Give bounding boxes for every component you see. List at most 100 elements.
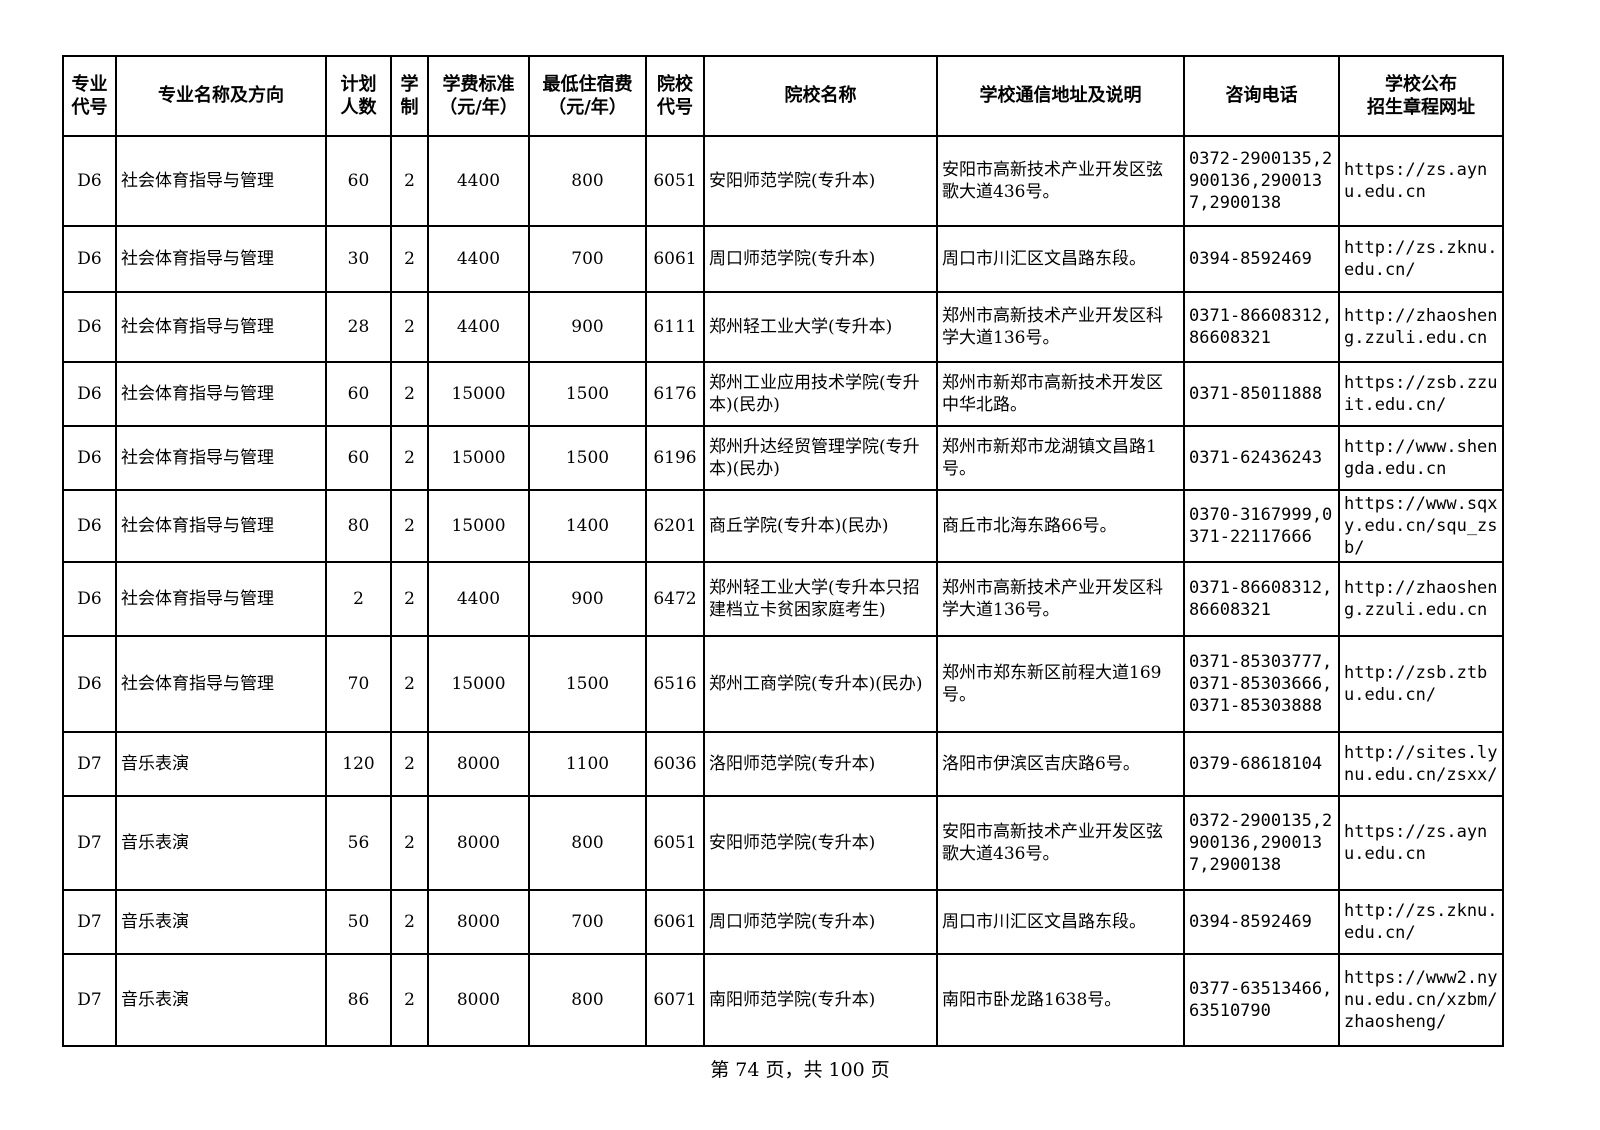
table-row: D6 社会体育指导与管理 60 2 15000 1500 6196 郑州升达经贸管理学院(专升… xyxy=(62,425,1504,491)
cell-url: http://zhaosheng.zzuli.edu.cn xyxy=(1338,291,1504,363)
table-row: D6 社会体育指导与管理 60 2 4400 800 6051 安阳师范学院(专升本) 安阳市高… xyxy=(62,135,1504,227)
column-header-major-code: 专业 代号 xyxy=(62,55,117,137)
cell-dorm-fee: 1500 xyxy=(528,361,647,427)
cell-major-name: 社会体育指导与管理 xyxy=(115,225,327,293)
cell-plan-count: 80 xyxy=(325,488,392,564)
cell-plan-count: 56 xyxy=(325,795,392,892)
cell-college-name: 郑州工商学院(专升本)(民办) xyxy=(703,635,938,734)
table-row: D6 社会体育指导与管理 80 2 15000 1400 6201 商丘学院(专升本)(民办)… xyxy=(62,488,1504,564)
cell-phone: 0372-2900135,2900136,2900137,2900138 xyxy=(1183,795,1340,892)
cell-plan-count: 28 xyxy=(325,291,392,363)
cell-major-code: D7 xyxy=(62,731,117,798)
cell-dorm-fee: 1100 xyxy=(528,731,647,798)
cell-address: 安阳市高新技术产业开发区弦歌大道436号。 xyxy=(936,795,1185,892)
cell-address: 洛阳市伊滨区吉庆路6号。 xyxy=(936,731,1185,798)
cell-college-code: 6196 xyxy=(645,425,705,491)
table-row: D7 音乐表演 50 2 8000 700 6061 周口师范学院(专升本) 周口市川汇区文昌路… xyxy=(62,889,1504,956)
cell-college-code: 6516 xyxy=(645,635,705,734)
cell-years: 2 xyxy=(390,425,429,491)
cell-major-code: D6 xyxy=(62,635,117,734)
table-row: D7 音乐表演 86 2 8000 800 6071 南阳师范学院(专升本) 南阳市卧龙路163… xyxy=(62,953,1504,1048)
cell-years: 2 xyxy=(390,361,429,427)
cell-plan-count: 60 xyxy=(325,361,392,427)
table-row: D7 音乐表演 120 2 8000 1100 6036 洛阳师范学院(专升本) 洛阳市伊滨区吉… xyxy=(62,731,1504,798)
cell-phone: 0370-3167999,0371-22117666 xyxy=(1183,488,1340,564)
cell-college-name: 安阳师范学院(专升本) xyxy=(703,795,938,892)
cell-tuition: 15000 xyxy=(427,635,530,734)
cell-major-name: 社会体育指导与管理 xyxy=(115,361,327,427)
cell-phone: 0394-8592469 xyxy=(1183,889,1340,956)
table-row: D6 社会体育指导与管理 2 2 4400 900 6472 郑州轻工业大学(专升本只招建档立… xyxy=(62,561,1504,638)
cell-address: 周口市川汇区文昌路东段。 xyxy=(936,225,1185,293)
cell-dorm-fee: 700 xyxy=(528,225,647,293)
cell-dorm-fee: 1400 xyxy=(528,488,647,564)
cell-phone: 0371-86608312,86608321 xyxy=(1183,561,1340,638)
cell-dorm-fee: 800 xyxy=(528,953,647,1048)
cell-major-code: D7 xyxy=(62,953,117,1048)
cell-major-name: 音乐表演 xyxy=(115,795,327,892)
cell-tuition: 15000 xyxy=(427,425,530,491)
cell-major-name: 社会体育指导与管理 xyxy=(115,291,327,363)
admission-plan-table: 专业 代号 专业名称及方向 计划 人数学 制学费标准 （元/年） 最低住宿费 （元/年… xyxy=(62,55,1504,1048)
cell-dorm-fee: 900 xyxy=(528,561,647,638)
column-header-study-years: 学 制 xyxy=(390,55,429,137)
cell-major-name: 音乐表演 xyxy=(115,953,327,1048)
cell-tuition: 8000 xyxy=(427,795,530,892)
cell-tuition: 4400 xyxy=(427,561,530,638)
cell-url: http://zs.zknu.edu.cn/ xyxy=(1338,225,1504,293)
cell-url: https://www.sqxy.edu.cn/squ_zsb/ xyxy=(1338,488,1504,564)
cell-college-name: 南阳师范学院(专升本) xyxy=(703,953,938,1048)
cell-college-name: 安阳师范学院(专升本) xyxy=(703,135,938,227)
cell-major-code: D6 xyxy=(62,135,117,227)
cell-url: http://zs.zknu.edu.cn/ xyxy=(1338,889,1504,956)
cell-tuition: 15000 xyxy=(427,361,530,427)
cell-years: 2 xyxy=(390,561,429,638)
cell-plan-count: 30 xyxy=(325,225,392,293)
cell-years: 2 xyxy=(390,291,429,363)
cell-major-name: 音乐表演 xyxy=(115,889,327,956)
cell-years: 2 xyxy=(390,795,429,892)
cell-major-name: 音乐表演 xyxy=(115,731,327,798)
cell-college-code: 6061 xyxy=(645,889,705,956)
column-header-url: 学校公布 招生章程网址 xyxy=(1338,55,1504,137)
cell-years: 2 xyxy=(390,889,429,956)
cell-college-name: 郑州工业应用技术学院(专升本)(民办) xyxy=(703,361,938,427)
cell-years: 2 xyxy=(390,635,429,734)
cell-dorm-fee: 900 xyxy=(528,291,647,363)
cell-college-name: 郑州轻工业大学(专升本) xyxy=(703,291,938,363)
column-header-plan-count: 计划 人数 xyxy=(325,55,392,137)
cell-years: 2 xyxy=(390,731,429,798)
cell-years: 2 xyxy=(390,488,429,564)
cell-address: 安阳市高新技术产业开发区弦歌大道436号。 xyxy=(936,135,1185,227)
cell-major-name: 社会体育指导与管理 xyxy=(115,635,327,734)
cell-plan-count: 60 xyxy=(325,135,392,227)
table-row: D6 社会体育指导与管理 60 2 15000 1500 6176 郑州工业应用技术学院(专升… xyxy=(62,361,1504,427)
table-header-row: 专业 代号 专业名称及方向 计划 人数学 制学费标准 （元/年） 最低住宿费 （元/年… xyxy=(62,55,1504,137)
cell-url: http://sites.lynu.edu.cn/zsxx/ xyxy=(1338,731,1504,798)
table-row: D6 社会体育指导与管理 70 2 15000 1500 6516 郑州工商学院(专升本)(民… xyxy=(62,635,1504,734)
cell-college-code: 6201 xyxy=(645,488,705,564)
cell-major-name: 社会体育指导与管理 xyxy=(115,425,327,491)
cell-college-name: 周口师范学院(专升本) xyxy=(703,225,938,293)
column-header-college-name: 院校名称 xyxy=(703,55,938,137)
cell-phone: 0371-86608312,86608321 xyxy=(1183,291,1340,363)
cell-major-name: 社会体育指导与管理 xyxy=(115,561,327,638)
cell-major-code: D6 xyxy=(62,488,117,564)
cell-address: 郑州市新郑市龙湖镇文昌路1号。 xyxy=(936,425,1185,491)
column-header-tuition: 学费标准 （元/年） xyxy=(427,55,530,137)
cell-major-code: D6 xyxy=(62,291,117,363)
cell-major-name: 社会体育指导与管理 xyxy=(115,488,327,564)
cell-major-code: D7 xyxy=(62,795,117,892)
cell-college-code: 6111 xyxy=(645,291,705,363)
cell-major-code: D6 xyxy=(62,225,117,293)
cell-address: 南阳市卧龙路1638号。 xyxy=(936,953,1185,1048)
column-header-phone: 咨询电话 xyxy=(1183,55,1340,137)
cell-plan-count: 86 xyxy=(325,953,392,1048)
cell-major-code: D6 xyxy=(62,425,117,491)
cell-url: https://zsb.zzuit.edu.cn/ xyxy=(1338,361,1504,427)
cell-dorm-fee: 1500 xyxy=(528,635,647,734)
cell-address: 商丘市北海东路66号。 xyxy=(936,488,1185,564)
cell-phone: 0371-85303777,0371-85303666,0371-8530388… xyxy=(1183,635,1340,734)
column-header-college-code: 院校 代号 xyxy=(645,55,705,137)
cell-dorm-fee: 800 xyxy=(528,795,647,892)
